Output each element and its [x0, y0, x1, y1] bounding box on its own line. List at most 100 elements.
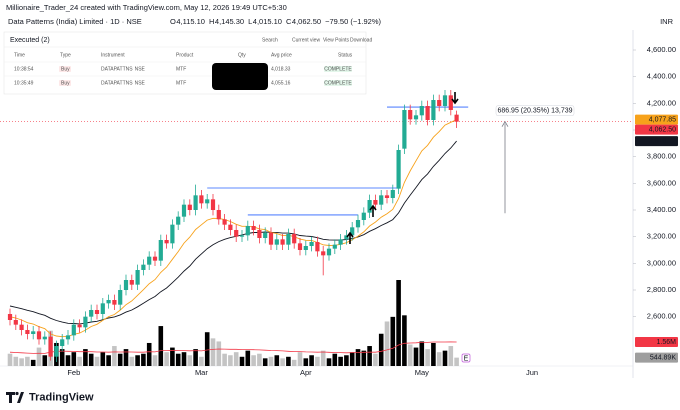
- candle-body: [60, 339, 65, 346]
- candle-body: [431, 100, 436, 120]
- volume-bar: [367, 346, 372, 366]
- volume-bar: [332, 353, 338, 366]
- volume-bar: [36, 347, 42, 366]
- y-tick-label: 3,000.00: [647, 258, 676, 267]
- panel-title[interactable]: Executed (2): [10, 37, 50, 44]
- candle-body: [454, 114, 459, 122]
- candle-body: [321, 251, 326, 256]
- volume-bar: [431, 342, 436, 366]
- ohlc-key: H: [209, 17, 214, 26]
- candle-body: [384, 195, 390, 198]
- candle-body: [332, 244, 337, 249]
- order-type-badge: [59, 80, 71, 86]
- order-status-badge: [324, 80, 352, 86]
- candle-body: [303, 246, 308, 250]
- x-tick-label: Apr: [300, 368, 312, 377]
- volume-bar: [257, 353, 262, 366]
- volume-bar: [210, 338, 216, 366]
- ohlc-key: O: [170, 17, 176, 26]
- x-tick-label: Mar: [195, 368, 208, 377]
- candle-body: [216, 210, 221, 220]
- volume-bar: [268, 356, 274, 366]
- volume-bar: [448, 346, 454, 366]
- price-tag-label: 4,077.85: [649, 116, 676, 123]
- price-tag: [635, 124, 678, 135]
- candle-body: [199, 195, 204, 204]
- volume-bar: [106, 355, 111, 366]
- order-time: 10:35:49: [14, 80, 34, 86]
- order-status-badge: [324, 66, 352, 72]
- candle-body: [442, 95, 448, 106]
- candle-body: [268, 232, 274, 245]
- ma-fast-line: [9, 119, 457, 338]
- volume-bar: [42, 355, 48, 366]
- volume-bar: [117, 353, 123, 366]
- volume-bar: [390, 316, 396, 366]
- volume-bar: [373, 353, 378, 366]
- candle-body: [7, 314, 13, 320]
- candle-body: [263, 232, 268, 238]
- candle-body: [89, 310, 94, 317]
- price-tag-label: 4,062.50: [649, 126, 676, 133]
- volume-bar: [436, 352, 442, 366]
- candle-body: [251, 226, 256, 230]
- annotation-arrow: [369, 204, 377, 217]
- volume-bar: [158, 326, 164, 366]
- panel-action[interactable]: Download: [350, 37, 372, 43]
- volume-bar: [396, 280, 401, 366]
- candle-body: [135, 270, 140, 285]
- volume-bar: [251, 355, 256, 366]
- candle-body: [65, 335, 71, 340]
- panel-action[interactable]: Current view: [292, 37, 320, 43]
- volume-bar: [59, 349, 65, 366]
- volume-bar: [402, 315, 407, 366]
- panel-column: Qty: [238, 52, 246, 58]
- order-product: MTF: [176, 66, 186, 72]
- measure-arrowhead: [501, 120, 509, 127]
- price-tag-label: 1.56M: [657, 339, 677, 346]
- candle-body: [419, 106, 424, 116]
- candle-body: [373, 200, 378, 205]
- currency: INR: [660, 17, 674, 26]
- candle-body: [48, 336, 53, 357]
- order-instrument: DATAPATTNS: [101, 66, 133, 72]
- candle-body: [31, 331, 36, 334]
- volume-bar: [315, 356, 320, 366]
- volume-bar: [344, 355, 349, 366]
- panel-action[interactable]: Search: [262, 37, 278, 43]
- candle-body: [19, 324, 24, 330]
- candle-body: [367, 200, 372, 213]
- candle-body: [181, 204, 187, 217]
- volume-bar: [262, 358, 268, 366]
- candle-body: [123, 280, 129, 290]
- panel-column: Type: [60, 52, 71, 58]
- volume-bar: [413, 347, 419, 366]
- candle-body: [297, 243, 303, 250]
- redaction: [212, 63, 268, 90]
- volume-bar: [152, 355, 158, 366]
- volume-bar: [30, 359, 36, 366]
- ohlc-value: 4,062.50: [292, 17, 321, 26]
- volume-bar: [378, 333, 384, 366]
- volume-bar: [291, 359, 297, 366]
- candle-body: [413, 115, 419, 120]
- candle-body: [448, 95, 453, 110]
- volume-bar: [309, 355, 314, 366]
- y-tick-label: 4,400.00: [647, 72, 676, 81]
- volume-bar: [216, 341, 222, 366]
- volume-bar: [338, 356, 343, 366]
- volume-bar: [425, 349, 430, 366]
- volume-bar: [77, 356, 82, 366]
- panel-action[interactable]: View Points: [323, 37, 350, 43]
- order-avg-price: 4,055.16: [271, 80, 291, 86]
- candle-body: [274, 239, 279, 245]
- annotation-arrow: [346, 231, 354, 244]
- candle-body: [425, 106, 430, 120]
- ohlc-value: 4,145.30: [215, 17, 244, 26]
- candle-body: [158, 240, 163, 261]
- volume-bar: [361, 350, 367, 366]
- panel-column: Product: [176, 52, 194, 58]
- volume-bar: [141, 353, 146, 366]
- candle-body: [193, 195, 198, 210]
